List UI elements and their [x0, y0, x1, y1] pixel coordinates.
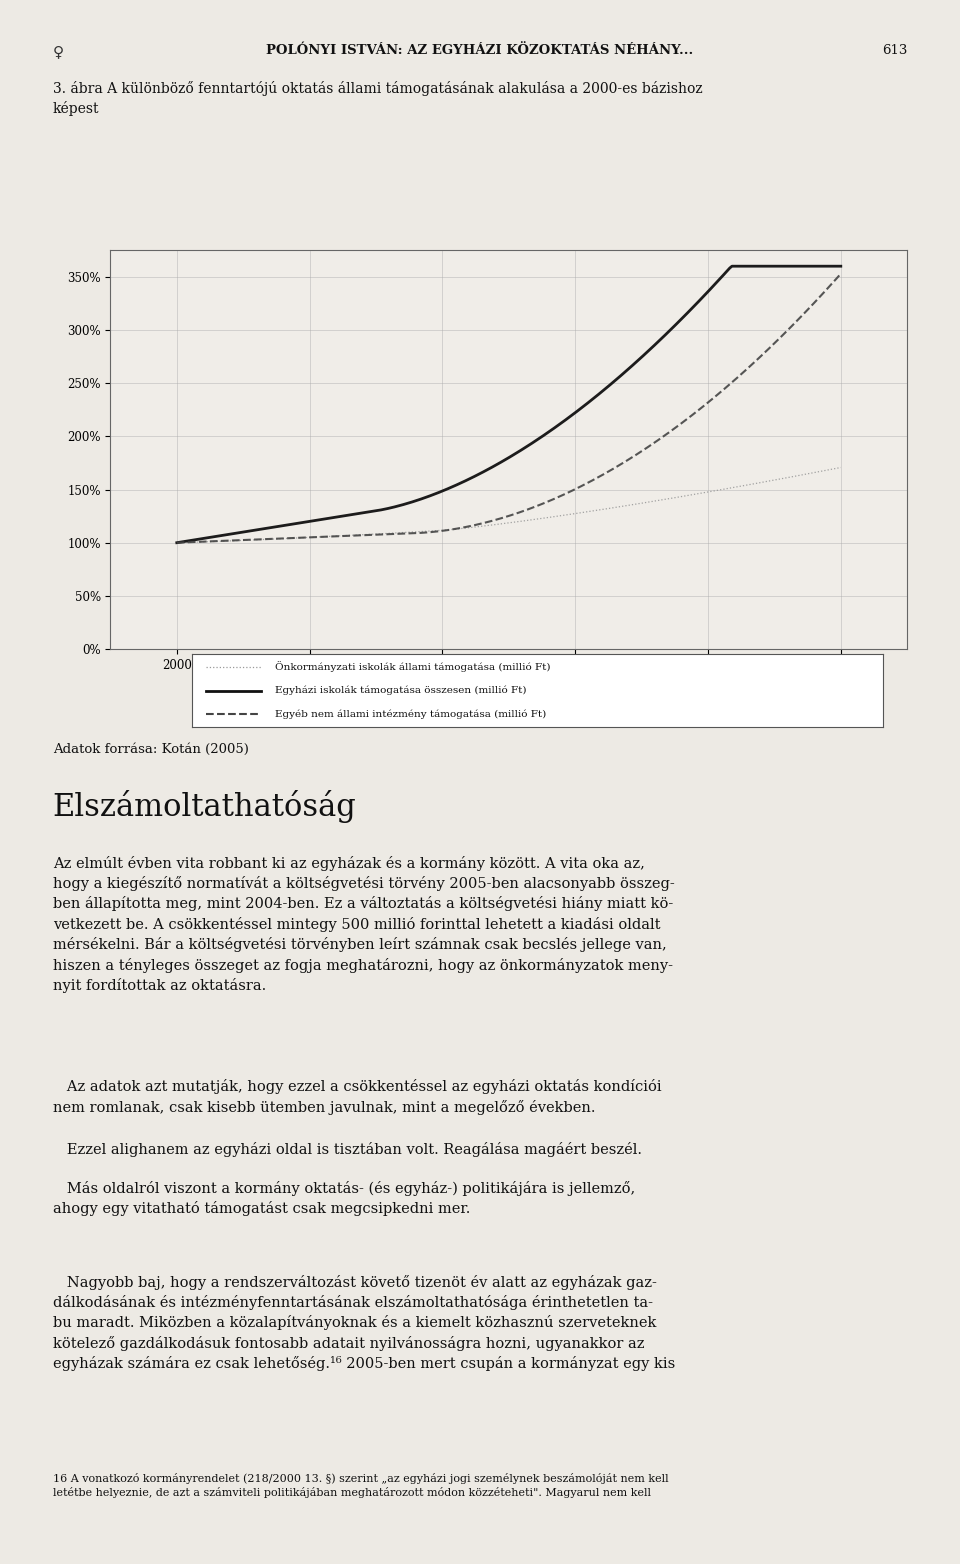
Text: Az adatok azt mutatják, hogy ezzel a csökkentéssel az egyházi oktatás kondíciói
: Az adatok azt mutatják, hogy ezzel a csö… [53, 1079, 661, 1115]
Text: Más oldalról viszont a kormány oktatás- (és egyház-) politikájára is jellemző,
a: Más oldalról viszont a kormány oktatás- … [53, 1181, 636, 1217]
Text: POLÓNYI ISTVÁN: AZ EGYHÁZI KÖZOKTATÁS NÉHÁNY...: POLÓNYI ISTVÁN: AZ EGYHÁZI KÖZOKTATÁS NÉ… [266, 44, 694, 56]
Text: ♀: ♀ [53, 44, 64, 59]
Text: Az elmúlt évben vita robbant ki az egyházak és a kormány között. A vita oka az,
: Az elmúlt évben vita robbant ki az egyhá… [53, 856, 675, 993]
Text: Elszámoltathatóság: Elszámoltathatóság [53, 790, 356, 823]
Text: Nagyobb baj, hogy a rendszerváltozást követő tizenöt év alatt az egyházak gaz-
d: Nagyobb baj, hogy a rendszerváltozást kö… [53, 1275, 675, 1372]
Text: 16 A vonatkozó kormányrendelet (218/2000 13. §) szerint „az egyházi jogi személy: 16 A vonatkozó kormányrendelet (218/2000… [53, 1473, 668, 1498]
Text: Ezzel alighanem az egyházi oldal is tisztában volt. Reagálása magáért beszél.: Ezzel alighanem az egyházi oldal is tisz… [53, 1142, 642, 1157]
Text: 3. ábra A különböző fenntartójú oktatás állami támogatásának alakulása a 2000-es: 3. ábra A különböző fenntartójú oktatás … [53, 81, 703, 116]
Text: 613: 613 [882, 44, 907, 56]
Text: Önkormányzati iskolák állami támogatása (millió Ft): Önkormányzati iskolák állami támogatása … [275, 662, 550, 673]
Text: Egyházi iskolák támogatása összesen (millió Ft): Egyházi iskolák támogatása összesen (mil… [275, 685, 526, 696]
Text: Adatok forrása: Kotán (2005): Adatok forrása: Kotán (2005) [53, 743, 249, 755]
Text: Egyéb nem állami intézmény támogatása (millió Ft): Egyéb nem állami intézmény támogatása (m… [275, 710, 546, 719]
